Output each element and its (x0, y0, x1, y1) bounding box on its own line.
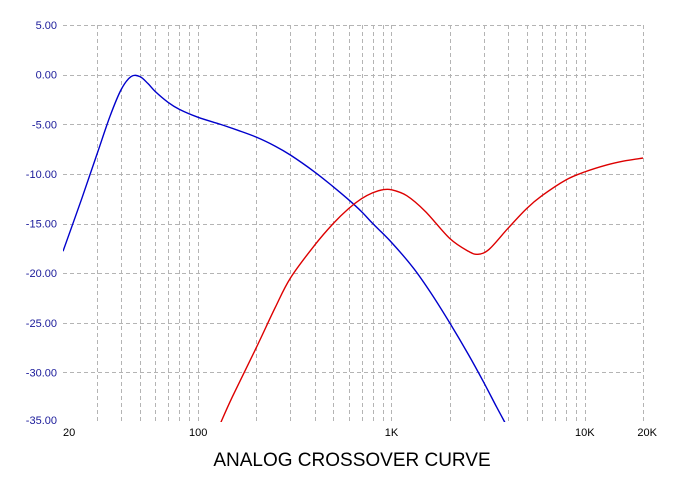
chart-title: ANALOG CROSSOVER CURVE (213, 450, 490, 471)
y-tick-label: -20.00 (26, 268, 57, 280)
series-line-red (220, 157, 643, 422)
y-tick-label: -5.00 (32, 119, 57, 131)
x-tick-label: 1K (385, 427, 399, 439)
x-tick-label: 10K (575, 427, 595, 439)
y-tick-label: -25.00 (26, 318, 57, 330)
series-line-blue (63, 74, 506, 422)
y-tick-label: 0.00 (36, 70, 57, 82)
y-tick-label: -30.00 (26, 367, 57, 379)
x-tick-label: 20K (637, 427, 657, 439)
plot-area (63, 74, 643, 422)
y-axis-tick-labels: 5.00 0.00 -5.00 -10.00 -15.00 -20.00 -25.00 -30… (26, 20, 57, 427)
x-axis-tick-labels: 20 100 1K 10K 20K (63, 427, 658, 439)
y-tick-label: 5.00 (36, 20, 57, 32)
y-tick-label: -35.00 (26, 415, 57, 427)
y-tick-label: -15.00 (26, 219, 57, 231)
x-tick-label: 100 (189, 427, 207, 439)
y-tick-label: -10.00 (26, 169, 57, 181)
x-tick-label: 20 (63, 427, 75, 439)
grid-lines (63, 25, 644, 422)
